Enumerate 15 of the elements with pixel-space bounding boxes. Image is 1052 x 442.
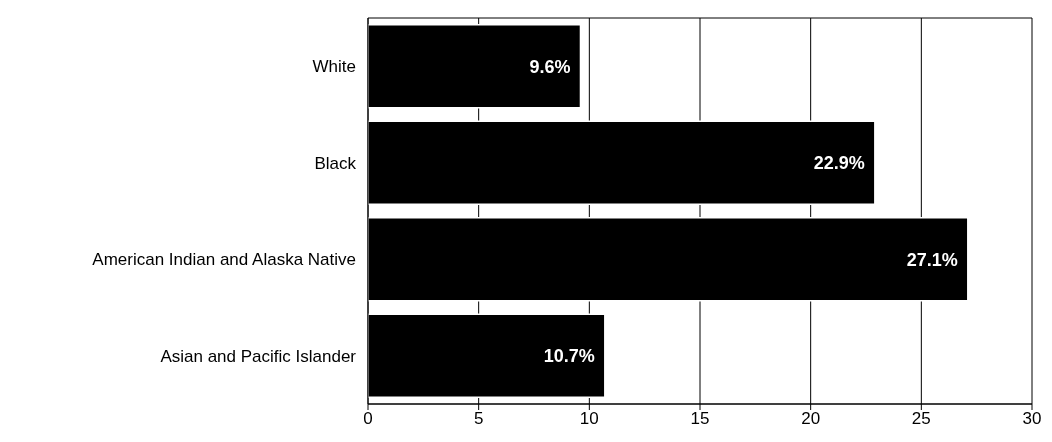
x-tick-label: 20	[801, 409, 821, 429]
x-tick-label: 5	[473, 409, 484, 429]
data-label: 9.6%	[529, 56, 571, 77]
data-label: 22.9%	[813, 153, 865, 174]
x-tick-label: 10	[579, 409, 599, 429]
data-label: 27.1%	[906, 249, 958, 270]
data-label: 10.7%	[543, 346, 595, 367]
y-tick-label: American Indian and Alaska Native	[92, 250, 356, 270]
x-tick-label: 25	[911, 409, 931, 429]
x-tick-label: 0	[363, 409, 373, 429]
x-tick-label: 30	[1022, 409, 1042, 429]
y-tick-label: Asian and Pacific Islander	[160, 346, 357, 366]
y-tick-label: White	[312, 57, 356, 77]
y-tick-label: Black	[314, 153, 357, 173]
x-tick-label: 15	[690, 409, 710, 429]
